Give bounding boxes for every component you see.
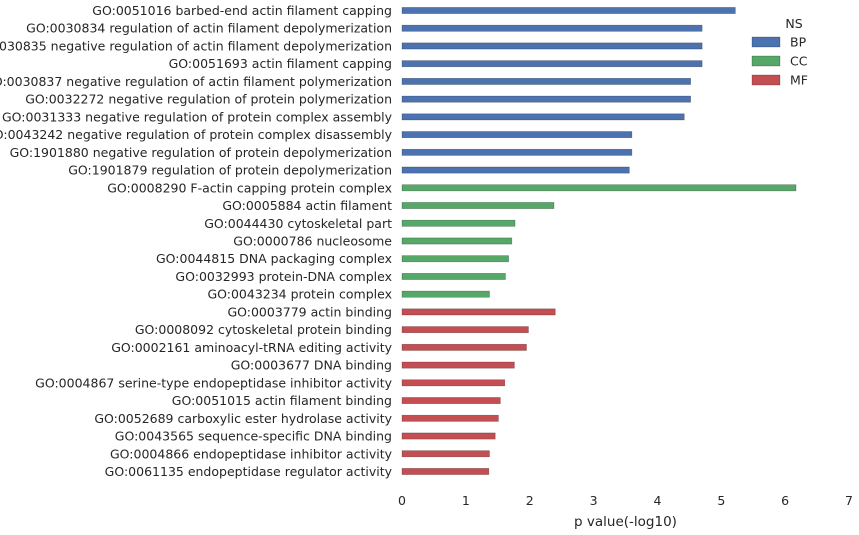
bars-layer [401, 7, 797, 475]
category-label: GO:0030837 negative regulation of actin … [0, 74, 392, 89]
category-label: GO:0008290 F-actin capping protein compl… [107, 180, 392, 195]
category-label: GO:0031333 negative regulation of protei… [2, 109, 393, 124]
bar-mf [401, 308, 556, 316]
x-axis-ticks: 0 1 2 3 4 5 6 7 [398, 493, 853, 508]
bar-cc [401, 202, 555, 209]
bar-cc [401, 237, 513, 245]
category-label: GO:0061135 endopeptidase regulator activ… [105, 464, 393, 479]
category-label: GO:0005884 actin filament [222, 198, 392, 213]
category-label: GO:0000786 nucleosome [233, 233, 392, 248]
legend-swatch-bp [751, 36, 781, 48]
bar-mf [401, 343, 527, 351]
legend-entries: BP CC MF [751, 35, 808, 88]
bar-cc [401, 219, 516, 227]
category-label: GO:0051693 actin filament capping [169, 56, 392, 71]
x-tick-label: 1 [462, 493, 470, 508]
bar-bp [401, 148, 633, 156]
bar-bp [401, 60, 703, 68]
bar-cc [401, 273, 506, 280]
bar-mf [401, 432, 496, 440]
x-tick-label: 4 [653, 493, 661, 508]
bar-mf [401, 450, 490, 458]
bar-bp [401, 7, 736, 14]
bar-bp [401, 24, 703, 32]
category-label: GO:0044430 cytoskeletal part [204, 216, 392, 231]
bar-bp [401, 42, 703, 50]
category-label: GO:0044815 DNA packaging complex [156, 251, 392, 266]
category-label: GO:0002161 aminoacyl-tRNA editing activi… [111, 340, 392, 355]
category-label: GO:0052689 carboxylic ester hydrolase ac… [94, 411, 392, 426]
bar-mf [401, 414, 499, 422]
category-label: GO:0043565 sequence-specific DNA binding [115, 429, 392, 444]
category-label: GO:1901880 negative regulation of protei… [10, 145, 392, 160]
category-label: GO:0051016 barbed-end actin filament cap… [92, 3, 392, 18]
category-labels: GO:0051016 barbed-end actin filament cap… [0, 3, 393, 479]
category-label: GO:0051015 actin filament binding [172, 393, 392, 408]
category-label: GO:0032993 protein-DNA complex [175, 269, 392, 284]
category-label: GO:0030835 negative regulation of actin … [0, 38, 392, 53]
legend-title: NS [785, 16, 802, 31]
bar-bp [401, 78, 691, 85]
bar-bp [401, 95, 691, 103]
x-tick-label: 3 [590, 493, 598, 508]
legend-swatch-mf [751, 74, 781, 86]
category-label: GO:0030834 regulation of actin filament … [26, 21, 392, 36]
bar-cc [401, 290, 490, 298]
bar-bp [401, 131, 633, 139]
bar-mf [401, 379, 506, 387]
legend-label-mf: MF [790, 73, 808, 88]
x-tick-label: 0 [398, 493, 406, 508]
legend-label-bp: BP [790, 35, 807, 50]
bar-mf [401, 361, 515, 369]
bar-cc [401, 255, 509, 263]
x-axis-title: p value(-log10) [574, 514, 677, 530]
legend-swatch-cc [751, 55, 781, 67]
category-label: GO:0003677 DNA binding [231, 358, 392, 373]
category-label: GO:1901879 regulation of protein depolym… [68, 163, 392, 178]
x-tick-label: 5 [717, 493, 725, 508]
x-tick-label: 2 [526, 493, 534, 508]
category-label: GO:0032272 negative regulation of protei… [25, 92, 392, 107]
category-label: GO:0003779 actin binding [227, 304, 392, 319]
x-tick-label: 6 [781, 493, 789, 508]
bar-mf [401, 397, 501, 404]
legend: NS BP CC MF [751, 16, 808, 88]
x-tick-label: 7 [845, 493, 853, 508]
legend-label-cc: CC [790, 54, 808, 69]
bar-bp [401, 166, 630, 174]
category-label: GO:0004866 endopeptidase inhibitor activ… [110, 446, 393, 461]
bar-cc [401, 184, 797, 192]
category-label: GO:0008092 cytoskeletal protein binding [135, 322, 392, 337]
bar-mf [401, 468, 490, 475]
category-label: GO:0004867 serine-type endopeptidase inh… [35, 375, 392, 390]
category-label: GO:0043242 negative regulation of protei… [0, 127, 393, 142]
category-label: GO:0043234 protein complex [207, 287, 392, 302]
bar-mf [401, 326, 529, 334]
bar-bp [401, 113, 685, 121]
